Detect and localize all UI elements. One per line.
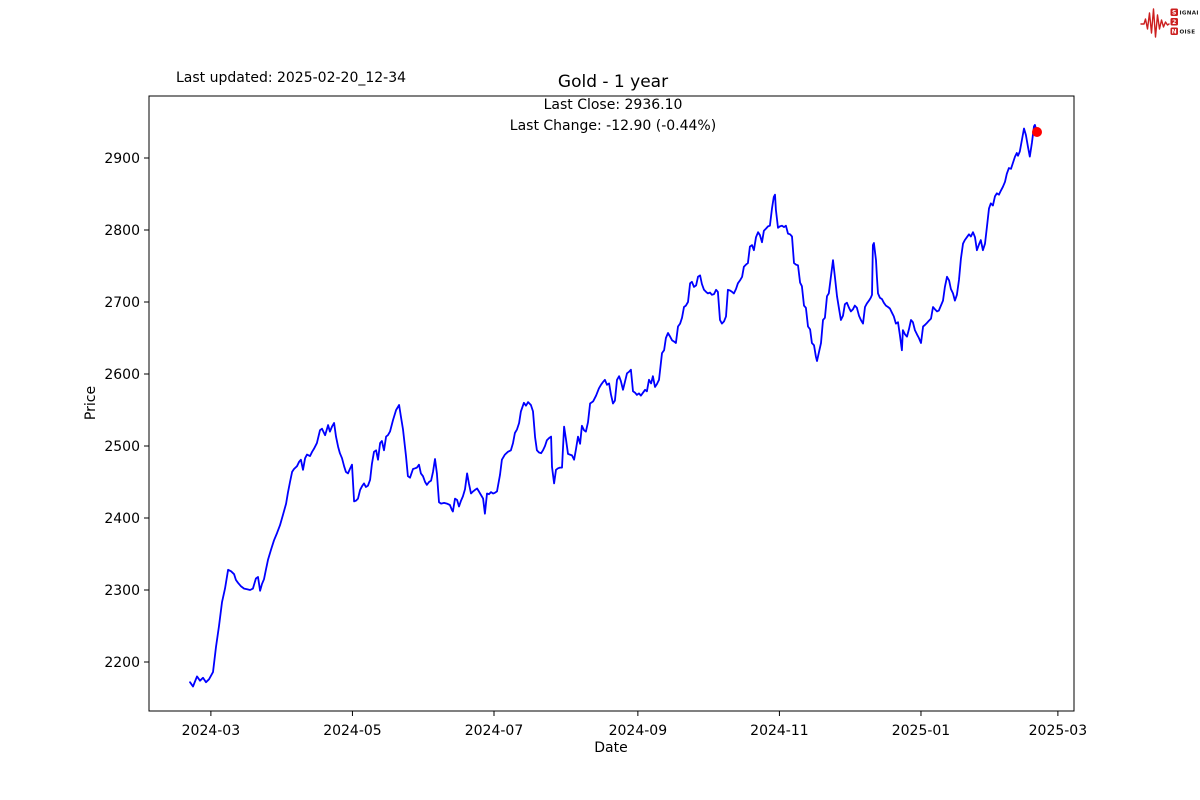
price-line xyxy=(189,124,1038,688)
x-tick-label: 2024-09 xyxy=(609,723,668,739)
y-tick-label: 2700 xyxy=(104,295,140,311)
y-axis-label: Price xyxy=(83,385,99,421)
y-tick-label: 2300 xyxy=(104,583,140,599)
plot-border xyxy=(148,95,1075,712)
last-change-annotation: Last Change: -12.90 (-0.44%) xyxy=(509,118,717,134)
logo-word-signal: IGNAL xyxy=(1180,11,1199,17)
y-tick-label: 2400 xyxy=(104,511,140,527)
logo-2-letter: 2 xyxy=(1172,19,1176,26)
logo-waveform-icon xyxy=(1140,8,1170,38)
logo-s-badge xyxy=(1170,8,1178,16)
x-axis-label: Date xyxy=(594,740,628,756)
y-tick-label: 2600 xyxy=(104,367,140,383)
logo-s-letter: S xyxy=(1172,9,1176,16)
y-tick-label: 2500 xyxy=(104,439,140,455)
signal2noise-logo: S IGNAL 2 N OISE xyxy=(1140,8,1199,38)
y-tick-label: 2800 xyxy=(104,223,140,239)
last-close-marker xyxy=(1032,127,1042,137)
x-tick-label: 2025-03 xyxy=(1029,723,1088,739)
x-tick-label: 2025-01 xyxy=(892,723,951,739)
x-tick-label: 2024-03 xyxy=(182,723,241,739)
logo-word-noise: OISE xyxy=(1180,30,1196,36)
x-tick-label: 2024-05 xyxy=(323,723,382,739)
logo-n-badge xyxy=(1170,27,1178,35)
x-tick-label: 2024-11 xyxy=(750,723,809,739)
y-tick-label: 2900 xyxy=(104,151,140,167)
logo-n-letter: N xyxy=(1172,28,1177,35)
x-tick-label: 2024-07 xyxy=(465,723,524,739)
y-tick-label: 2200 xyxy=(104,655,140,671)
chart-title: Gold - 1 year xyxy=(557,72,669,92)
last-close-annotation: Last Close: 2936.10 xyxy=(543,97,683,113)
logo-2-badge xyxy=(1170,18,1178,26)
last-updated-text: Last updated: 2025-02-20_12-34 xyxy=(176,70,407,86)
